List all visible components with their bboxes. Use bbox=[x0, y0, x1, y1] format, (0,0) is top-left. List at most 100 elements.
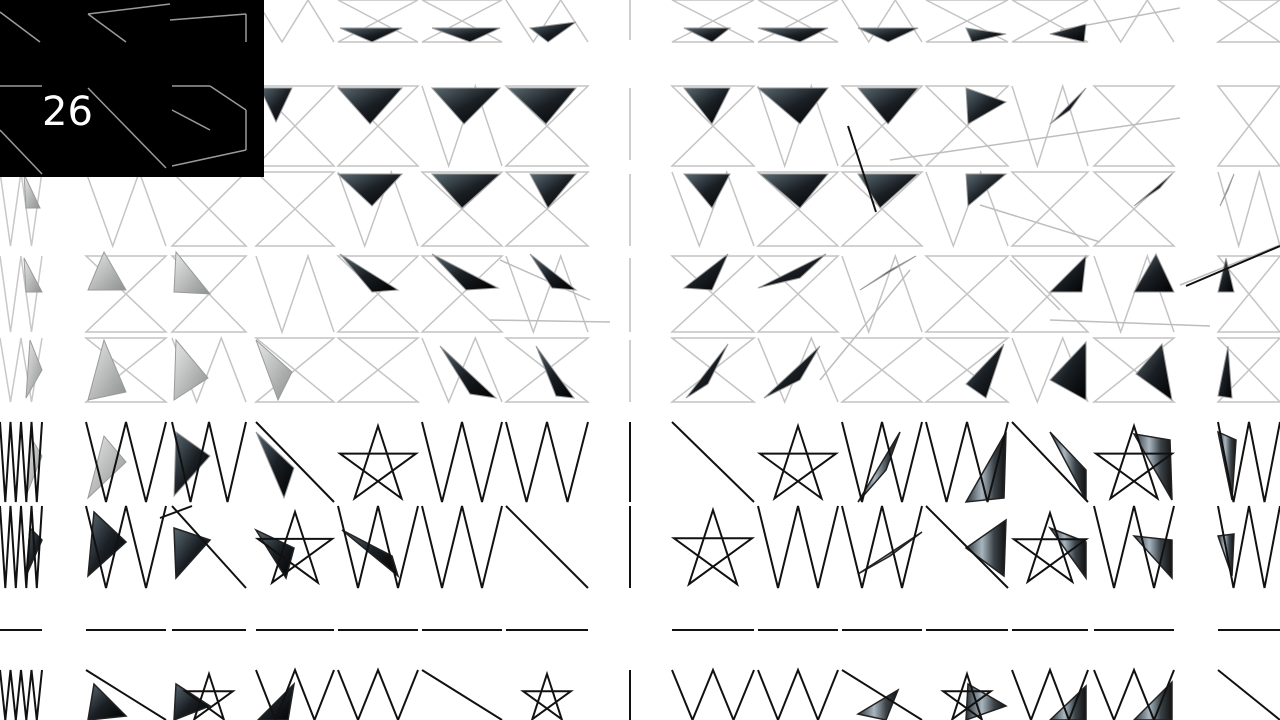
shard-triangle bbox=[339, 253, 400, 293]
dark-zigzag bbox=[337, 505, 419, 589]
shard-triangle bbox=[535, 345, 576, 399]
faint-hourglass bbox=[923, 337, 1011, 403]
faint-hourglass bbox=[1092, 85, 1176, 167]
dark-zigzag bbox=[1217, 505, 1280, 589]
shard-triangle bbox=[965, 173, 1008, 208]
dark-zigzag bbox=[85, 421, 167, 503]
faint-zigzag bbox=[421, 83, 503, 169]
shard-triangle bbox=[173, 682, 212, 720]
shard-triangle bbox=[757, 27, 829, 43]
triangle-fill-layer bbox=[23, 21, 1237, 720]
dark-star bbox=[254, 508, 336, 586]
dark-zigzag bbox=[0, 421, 43, 503]
shard-triangle bbox=[255, 339, 293, 402]
shard-triangle bbox=[682, 87, 731, 125]
faint-hourglass bbox=[925, 0, 1009, 43]
dark-zigzag bbox=[85, 505, 167, 589]
dark-diagonal bbox=[85, 669, 167, 720]
shard-triangle bbox=[87, 338, 127, 401]
faint-hourglass bbox=[504, 171, 590, 247]
shard-triangle bbox=[1049, 23, 1087, 43]
shard-triangle bbox=[855, 688, 900, 720]
shard-triangle bbox=[430, 87, 502, 125]
faint-hourglass bbox=[1092, 171, 1176, 247]
faint-hourglass bbox=[336, 255, 420, 333]
faint-hourglass bbox=[1216, 337, 1280, 403]
shard-triangle bbox=[506, 87, 578, 125]
shard-triangle bbox=[856, 87, 920, 125]
dark-zigzag bbox=[171, 421, 247, 503]
faint-streak bbox=[819, 269, 911, 381]
faint-zigzag bbox=[757, 83, 839, 169]
shard-triangle bbox=[336, 87, 404, 125]
faint-hourglass bbox=[756, 171, 840, 247]
shard-triangle bbox=[964, 431, 1007, 503]
faint-hourglass bbox=[1091, 337, 1177, 403]
faint-zigzag bbox=[1217, 169, 1280, 249]
dark-diagonal bbox=[505, 505, 589, 589]
faint-hourglass bbox=[670, 85, 756, 167]
shard-triangle bbox=[1049, 87, 1087, 125]
shard-triangle bbox=[965, 27, 1007, 43]
shard-triangle bbox=[529, 173, 578, 209]
shard-triangle bbox=[1132, 680, 1173, 720]
faint-hourglass bbox=[1010, 255, 1090, 333]
dark-zigzag bbox=[1011, 667, 1089, 720]
dark-star bbox=[336, 422, 420, 502]
faint-zigzag bbox=[1093, 253, 1175, 335]
shard-triangle bbox=[528, 21, 577, 43]
dark-diagonal bbox=[671, 421, 755, 503]
dark-star bbox=[182, 670, 236, 720]
dark-diagonal bbox=[1217, 669, 1280, 720]
shard-triangle bbox=[336, 173, 404, 207]
shard-triangle bbox=[682, 253, 729, 291]
faint-zigzag bbox=[337, 169, 419, 249]
shard-triangle bbox=[1133, 173, 1173, 207]
faint-hourglass bbox=[83, 337, 169, 403]
faint-streak bbox=[1009, 259, 1061, 311]
faint-zigzag bbox=[841, 253, 923, 335]
counter-overlay-stroke bbox=[87, 13, 127, 43]
dark-star bbox=[520, 670, 574, 720]
shard-triangle bbox=[87, 510, 128, 578]
faint-hourglass bbox=[335, 337, 421, 403]
dark-zigzag bbox=[505, 421, 589, 503]
dark-zigzag bbox=[337, 667, 419, 720]
counter-overlay-stroke bbox=[87, 87, 167, 169]
dark-zigzag bbox=[421, 421, 503, 503]
shard-triangle bbox=[682, 173, 731, 209]
dark-zigzag bbox=[757, 505, 839, 589]
faint-hourglass bbox=[924, 255, 1010, 333]
faint-streak bbox=[889, 117, 1181, 161]
faint-hourglass bbox=[337, 0, 419, 43]
shard-triangle bbox=[1217, 345, 1233, 399]
shard-triangle bbox=[857, 531, 923, 575]
dark-star bbox=[756, 422, 840, 502]
faint-hourglass bbox=[840, 85, 924, 167]
shard-triangle bbox=[1216, 533, 1235, 577]
faint-hourglass bbox=[757, 0, 839, 43]
shard-triangle bbox=[685, 343, 729, 399]
faint-hourglass bbox=[420, 171, 504, 247]
faint-zigzag bbox=[841, 0, 923, 44]
shard-triangle bbox=[173, 526, 212, 580]
counter-overlay-stroke bbox=[171, 149, 247, 167]
faint-hourglass bbox=[924, 85, 1010, 167]
shard-triangle bbox=[87, 250, 127, 291]
dark-diagonal bbox=[171, 505, 247, 589]
faint-zigzag bbox=[0, 171, 43, 247]
dark-diagonal bbox=[255, 421, 335, 503]
faint-zigzag bbox=[505, 0, 589, 44]
dark-zigzag bbox=[1093, 505, 1175, 589]
shard-triangle bbox=[1135, 342, 1173, 402]
shard-triangle bbox=[1048, 254, 1087, 293]
faint-hourglass bbox=[840, 171, 924, 247]
shard-triangle bbox=[255, 431, 295, 500]
faint-hourglass bbox=[670, 255, 756, 333]
dark-star bbox=[670, 506, 756, 587]
dark-zigzag bbox=[1217, 421, 1280, 503]
shard-triangle bbox=[965, 87, 1008, 125]
faint-zigzag bbox=[85, 169, 167, 249]
dark-zigzag bbox=[0, 669, 43, 720]
